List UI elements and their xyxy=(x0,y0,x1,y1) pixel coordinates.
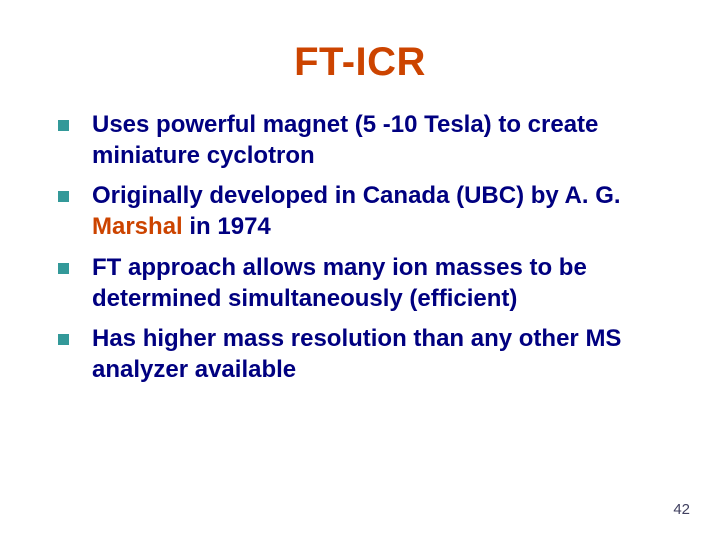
list-item: Originally developed in Canada (UBC) by … xyxy=(58,181,670,242)
list-item: Has higher mass resolution than any othe… xyxy=(58,324,670,385)
list-item: Uses powerful magnet (5 -10 Tesla) to cr… xyxy=(58,110,670,171)
bullet-square-icon xyxy=(58,120,69,131)
bullet-square-icon xyxy=(58,334,69,345)
bullet-text-post: in 1974 xyxy=(183,213,271,240)
page-number: 42 xyxy=(673,501,690,518)
bullet-square-icon xyxy=(58,263,69,274)
list-item: FT approach allows many ion masses to be… xyxy=(58,253,670,314)
bullet-text-accent: Marshal xyxy=(92,213,183,240)
slide-container: FT-ICR Uses powerful magnet (5 -10 Tesla… xyxy=(0,0,720,540)
bullet-text-pre: Originally developed in Canada (UBC) by … xyxy=(92,182,621,209)
bullet-text-pre: Has higher mass resolution than any othe… xyxy=(92,325,621,383)
bullet-text-pre: FT approach allows many ion masses to be… xyxy=(92,254,587,312)
bullet-square-icon xyxy=(58,191,69,202)
slide-title: FT-ICR xyxy=(40,40,680,85)
bullet-text-pre: Uses powerful magnet (5 -10 Tesla) to cr… xyxy=(92,111,598,169)
bullet-list: Uses powerful magnet (5 -10 Tesla) to cr… xyxy=(40,110,680,386)
